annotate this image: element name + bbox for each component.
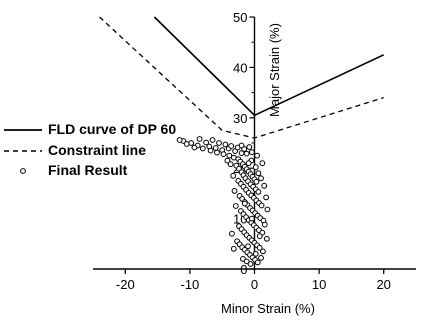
data-point [245,160,252,167]
data-point [263,235,270,242]
legend-label: Constraint line [48,142,146,158]
data-point [227,161,234,168]
data-point [183,141,190,147]
data-point [258,175,264,182]
x-axis-label: Minor Strain (%) [221,301,315,316]
data-point [255,189,262,195]
data-point [246,144,253,150]
data-point [230,245,237,252]
data-point [264,206,271,213]
data-point [258,202,265,209]
data-point [196,136,203,142]
legend-label: FLD curve of DP 60 [48,121,176,137]
data-point [252,164,259,171]
data-point [241,200,248,207]
data-point [247,261,254,267]
y-tick-label: 50 [233,10,247,25]
data-point [229,230,235,237]
x-tick-label: -10 [181,277,200,292]
y-tick-label: 30 [233,111,247,126]
data-point [254,259,261,266]
data-point [249,149,255,156]
data-point [255,170,262,177]
x-tick-label: 10 [312,277,326,292]
data-point [231,188,238,194]
data-point [207,147,214,154]
data-point [203,139,210,146]
data-point [243,150,250,157]
data-point [261,182,268,189]
data-point [220,151,227,158]
x-tick-label: 0 [251,277,258,292]
legend-label: Final Result [48,162,128,178]
data-point [263,194,270,201]
data-point [209,137,216,143]
data-point [216,140,222,146]
data-point [261,221,268,228]
data-point [212,145,219,151]
y-axis-label: Major Strain (%) [267,23,282,117]
data-point [260,248,266,255]
data-point [259,160,266,167]
data-point [191,144,198,151]
data-point [254,152,261,159]
data-point [253,178,260,185]
data-point [230,172,237,179]
constraint-line [99,16,384,139]
data-point [199,145,206,152]
data-point [238,142,245,149]
fld-curve-line [153,16,385,117]
legend: FLD curve of DP 60 Constraint line Final R… [4,121,176,178]
x-tick-label: -20 [116,277,135,292]
series-layer [99,16,385,267]
data-point [232,203,239,209]
y-tick-label: 40 [233,60,247,75]
x-tick-label: 20 [376,277,390,292]
legend-marker-final-result [20,168,26,174]
data-point [256,244,263,251]
data-point [228,143,235,149]
data-point [258,255,264,261]
y-tick-label: 0 [240,262,247,277]
data-point [249,215,255,222]
data-point [245,243,251,250]
data-point [224,157,231,164]
data-point [176,137,183,143]
data-point [214,149,220,156]
data-point [188,140,195,146]
data-point [256,233,263,240]
data-point [252,251,259,257]
data-point [243,258,250,265]
data-point [222,141,229,148]
